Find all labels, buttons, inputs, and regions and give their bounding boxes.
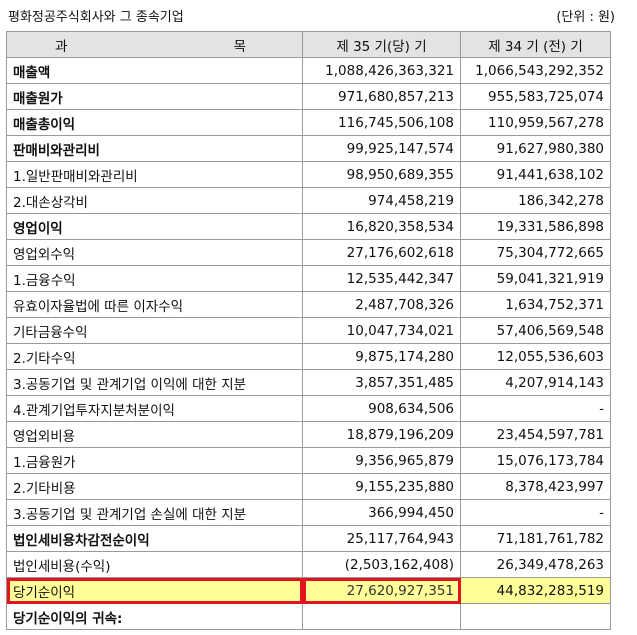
account-name-cell: 유효이자율법에 따른 이자수익 xyxy=(6,291,303,318)
current-amount-cell: 2,487,708,326 xyxy=(302,291,461,318)
account-name-cell: 1.금융수익 xyxy=(6,265,303,292)
account-name-cell: 영업외수익 xyxy=(6,239,303,266)
caption-bar: 평화정공주식회사와 그 종속기업 (단위 : 원) xyxy=(8,0,615,30)
account-name-cell: 당기순이익의 귀속: xyxy=(6,603,303,630)
current-amount-cell: 12,535,442,347 xyxy=(302,265,461,292)
prior-amount-cell: 110,959,567,278 xyxy=(460,109,611,136)
account-name-cell: 2.기타수익 xyxy=(6,343,303,370)
account-name-cell: 2.대손상각비 xyxy=(6,187,303,214)
prior-amount-cell: 71,181,761,782 xyxy=(460,525,611,552)
table-row: 1.금융수익 12,535,442,347 59,041,321,919 xyxy=(6,265,611,292)
table-row: 매출액 1,088,426,363,321 1,066,543,292,352 xyxy=(6,57,611,84)
prior-amount-cell: - xyxy=(460,395,611,422)
current-period-header: 제 35 기(당) 기 xyxy=(302,31,461,58)
current-amount-cell: 1,088,426,363,321 xyxy=(302,57,461,84)
subject-header: 과 목 xyxy=(6,31,303,58)
account-name-cell: 당기순이익 xyxy=(6,577,303,604)
current-amount-cell: 27,176,602,618 xyxy=(302,239,461,266)
prior-amount-cell: 19,331,586,898 xyxy=(460,213,611,240)
prior-amount-cell: 4,207,914,143 xyxy=(460,369,611,396)
account-name-cell: 법인세비용차감전순이익 xyxy=(6,525,303,552)
table-row: 3.공동기업 및 관계기업 이익에 대한 지분 3,857,351,485 4,20… xyxy=(6,369,611,396)
prior-amount-cell: 1,066,543,292,352 xyxy=(460,57,611,84)
subject-header-a: 과 xyxy=(55,38,68,55)
current-amount-cell: 908,634,506 xyxy=(302,395,461,422)
table-row: 영업외비용 18,879,196,209 23,454,597,781 xyxy=(6,421,611,448)
prior-amount-cell: 186,342,278 xyxy=(460,187,611,214)
net-income-row: 당기순이익 27,620,927,351 44,832,283,519 xyxy=(6,577,611,604)
table-row: 법인세비용(수익) (2,503,162,408) 26,349,478,263 xyxy=(6,551,611,578)
current-amount-cell: 10,047,734,021 xyxy=(302,317,461,344)
table-row: 3.공동기업 및 관계기업 손실에 대한 지분 366,994,450- xyxy=(6,499,611,526)
prior-amount-cell: 57,406,569,548 xyxy=(460,317,611,344)
current-amount-cell: 9,155,235,880 xyxy=(302,473,461,500)
prior-amount-cell: 23,454,597,781 xyxy=(460,421,611,448)
current-amount-cell: 98,950,689,355 xyxy=(302,161,461,188)
account-name-cell: 4.관계기업투자지분처분이익 xyxy=(6,395,303,422)
prior-amount-cell xyxy=(460,603,611,630)
account-name-cell: 2.기타비용 xyxy=(6,473,303,500)
table-row: 유효이자율법에 따른 이자수익 2,487,708,326 1,634,752,37… xyxy=(6,291,611,318)
prior-amount-cell: 12,055,536,603 xyxy=(460,343,611,370)
current-amount-cell: 99,925,147,574 xyxy=(302,135,461,162)
current-amount-cell: 974,458,219 xyxy=(302,187,461,214)
header-row: 과 목 제 35 기(당) 기 제 34 기 (전) 기 xyxy=(6,31,611,58)
table-row: 매출총이익 116,745,506,108 110,959,567,278 xyxy=(6,109,611,136)
table-row: 2.기타비용 9,155,235,880 8,378,423,997 xyxy=(6,473,611,500)
table-row: 영업이익 16,820,358,534 19,331,586,898 xyxy=(6,213,611,240)
prior-amount-cell: 44,832,283,519 xyxy=(460,577,611,604)
table-row: 1.금융원가 9,356,965,879 15,076,173,784 xyxy=(6,447,611,474)
current-amount-cell: 3,857,351,485 xyxy=(302,369,461,396)
prior-amount-cell: 91,627,980,380 xyxy=(460,135,611,162)
current-amount-cell: 366,994,450 xyxy=(302,499,461,526)
table-row: 1.일반판매비와관리비 98,950,689,355 91,441,638,102 xyxy=(6,161,611,188)
account-name-cell: 판매비와관리비 xyxy=(6,135,303,162)
current-amount-cell: 9,875,174,280 xyxy=(302,343,461,370)
subject-header-b: 목 xyxy=(233,38,246,55)
table-row: 매출원가 971,680,857,213 955,583,725,074 xyxy=(6,83,611,110)
company-title: 평화정공주식회사와 그 종속기업 xyxy=(8,9,184,25)
prior-amount-cell: 15,076,173,784 xyxy=(460,447,611,474)
account-name-cell: 1.일반판매비와관리비 xyxy=(6,161,303,188)
current-amount-cell xyxy=(302,603,461,630)
table-row: 2.기타수익 9,875,174,280 12,055,536,603 xyxy=(6,343,611,370)
unit-label: (단위 : 원) xyxy=(556,9,615,25)
prior-amount-cell: 955,583,725,074 xyxy=(460,83,611,110)
prior-amount-cell: 26,349,478,263 xyxy=(460,551,611,578)
table-row: 당기순이익의 귀속: xyxy=(6,603,611,630)
account-name-cell: 법인세비용(수익) xyxy=(6,551,303,578)
table-row: 영업외수익 27,176,602,618 75,304,772,665 xyxy=(6,239,611,266)
prior-amount-cell: 75,304,772,665 xyxy=(460,239,611,266)
current-amount-cell: 971,680,857,213 xyxy=(302,83,461,110)
table-row: 4.관계기업투자지분처분이익 908,634,506- xyxy=(6,395,611,422)
table-row: 판매비와관리비 99,925,147,574 91,627,980,380 xyxy=(6,135,611,162)
prior-amount-cell: - xyxy=(460,499,611,526)
table-row: 2.대손상각비 974,458,219 186,342,278 xyxy=(6,187,611,214)
account-name-cell: 매출원가 xyxy=(6,83,303,110)
prior-amount-cell: 91,441,638,102 xyxy=(460,161,611,188)
current-amount-cell: 16,820,358,534 xyxy=(302,213,461,240)
prior-amount-cell: 59,041,321,919 xyxy=(460,265,611,292)
current-amount-cell: 25,117,764,943 xyxy=(302,525,461,552)
current-amount-cell: (2,503,162,408) xyxy=(302,551,461,578)
current-amount-cell: 9,356,965,879 xyxy=(302,447,461,474)
account-name-cell: 1.금융원가 xyxy=(6,447,303,474)
current-amount-cell: 27,620,927,351 xyxy=(302,577,461,604)
account-name-cell: 3.공동기업 및 관계기업 이익에 대한 지분 xyxy=(6,369,303,396)
current-amount-cell: 116,745,506,108 xyxy=(302,109,461,136)
account-name-cell: 매출총이익 xyxy=(6,109,303,136)
account-name-cell: 3.공동기업 및 관계기업 손실에 대한 지분 xyxy=(6,499,303,526)
table-row: 법인세비용차감전순이익 25,117,764,943 71,181,761,782 xyxy=(6,525,611,552)
income-statement-table: 과 목 제 35 기(당) 기 제 34 기 (전) 기 매출액 1,088,42… xyxy=(6,31,611,630)
current-amount-cell: 18,879,196,209 xyxy=(302,421,461,448)
account-name-cell: 기타금융수익 xyxy=(6,317,303,344)
table-row: 기타금융수익 10,047,734,021 57,406,569,548 xyxy=(6,317,611,344)
account-name-cell: 영업이익 xyxy=(6,213,303,240)
account-name-cell: 영업외비용 xyxy=(6,421,303,448)
prior-amount-cell: 1,634,752,371 xyxy=(460,291,611,318)
prior-period-header: 제 34 기 (전) 기 xyxy=(460,31,611,58)
prior-amount-cell: 8,378,423,997 xyxy=(460,473,611,500)
account-name-cell: 매출액 xyxy=(6,57,303,84)
